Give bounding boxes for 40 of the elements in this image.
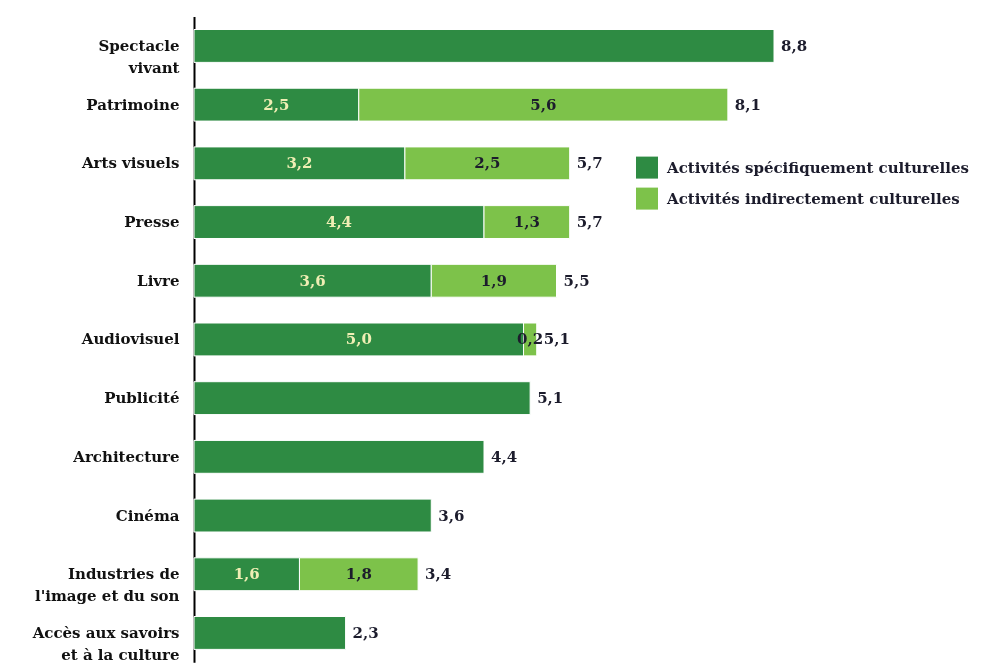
y-tick-label: Presse [124, 213, 180, 232]
total-label: 2,3 [352, 623, 379, 642]
total-label: 3,6 [438, 506, 465, 525]
y-tick-label: Spectacle vivant [98, 36, 180, 77]
total-label: 5,5 [563, 271, 590, 290]
data-label: 2,5 [263, 95, 290, 114]
total-label: 5,1 [543, 330, 570, 349]
y-tick-label: Industries de l'image et du son [35, 565, 180, 606]
data-label: 3,6 [299, 271, 326, 290]
bar [193, 616, 347, 650]
total-label: 5,7 [576, 154, 603, 173]
total-label: 8,1 [734, 95, 761, 114]
data-label: 1,3 [513, 213, 540, 232]
legend-label: Activités spécifiquement culturelles [666, 158, 969, 177]
total-label: 5,7 [576, 213, 603, 232]
total-label: 8,8 [781, 36, 808, 55]
y-tick-label: Architecture [72, 447, 180, 466]
data-label: 5,0 [345, 330, 372, 349]
data-label: 1,8 [345, 565, 372, 584]
y-tick-label: Accès aux savoirs et à la culture [31, 623, 180, 664]
y-tick-label: Publicité [104, 389, 180, 408]
y-tick-label: Patrimoine [86, 95, 180, 114]
y-tick-label: Cinéma [115, 506, 180, 525]
total-label: 4,4 [491, 447, 518, 466]
y-tick-label: Livre [137, 271, 180, 290]
bar [193, 439, 485, 474]
y-tick-label: Arts visuels [80, 154, 180, 173]
data-label: 2,5 [474, 154, 501, 173]
data-label: 4,4 [325, 213, 353, 232]
total-label: 3,4 [425, 565, 452, 584]
data-label: 1,6 [233, 565, 260, 584]
bar [193, 29, 775, 63]
bar [193, 381, 531, 416]
data-label: 5,6 [530, 95, 557, 114]
total-label: 5,1 [537, 389, 564, 408]
y-tick-label: Audiovisuel [80, 330, 180, 349]
data-label: 1,9 [480, 271, 507, 290]
legend-label: Activités indirectement culturelles [666, 189, 960, 208]
data-label: 3,2 [286, 154, 313, 173]
bar [193, 498, 432, 533]
